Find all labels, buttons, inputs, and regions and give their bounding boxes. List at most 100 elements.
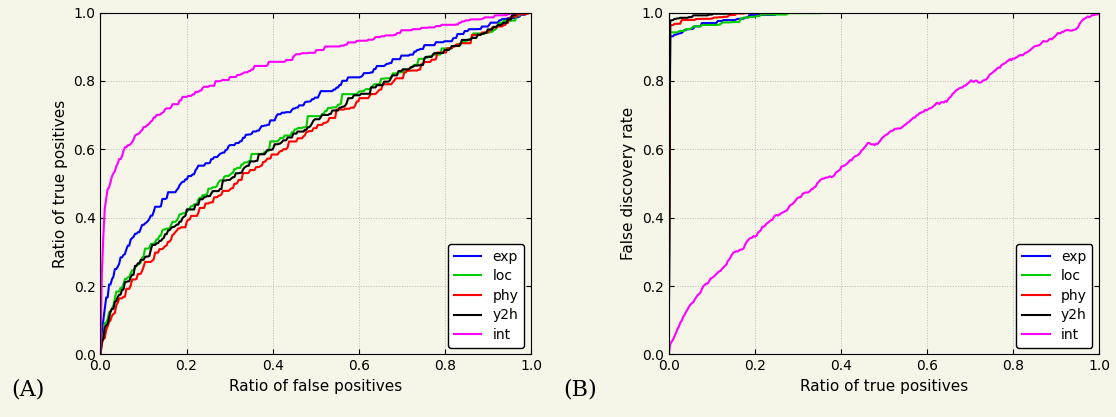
phy (525, 10, 538, 15)
exp (920, 10, 933, 15)
exp (662, 352, 675, 357)
Line: int: int (668, 13, 1099, 354)
phy (920, 10, 933, 15)
Line: y2h: y2h (100, 13, 531, 354)
exp (664, 34, 677, 39)
loc (1027, 10, 1040, 15)
exp (918, 10, 932, 15)
y2h (357, 91, 371, 96)
y2h (484, 27, 498, 32)
int (484, 15, 498, 20)
phy (769, 10, 782, 15)
phy (662, 352, 675, 357)
int (525, 10, 538, 15)
int (917, 109, 931, 114)
Line: phy: phy (668, 13, 1099, 354)
phy (1027, 10, 1040, 15)
loc (927, 10, 941, 15)
int (662, 352, 675, 357)
loc (350, 92, 364, 97)
y2h (664, 18, 677, 23)
loc (456, 40, 470, 45)
y2h (95, 339, 108, 344)
int (1052, 30, 1066, 35)
phy (522, 10, 536, 15)
exp (1093, 10, 1106, 15)
Line: int: int (100, 13, 531, 354)
phy (484, 28, 498, 33)
y2h (1054, 10, 1067, 15)
y2h (1027, 10, 1040, 15)
loc (94, 352, 107, 357)
exp (521, 10, 535, 15)
exp (350, 75, 364, 80)
int (357, 38, 371, 43)
int (664, 342, 677, 347)
phy (95, 341, 108, 346)
exp (348, 75, 362, 80)
loc (920, 10, 933, 15)
phy (456, 41, 470, 46)
int (1024, 46, 1038, 51)
phy (348, 103, 362, 108)
loc (525, 10, 538, 15)
loc (918, 10, 932, 15)
y2h (94, 352, 107, 357)
y2h (350, 93, 364, 98)
Line: y2h: y2h (668, 13, 1099, 354)
Line: loc: loc (100, 13, 531, 354)
Y-axis label: False discovery rate: False discovery rate (622, 107, 636, 260)
y2h (456, 38, 470, 43)
phy (927, 10, 941, 15)
int (456, 19, 470, 24)
Line: loc: loc (668, 13, 1099, 354)
int (348, 40, 362, 45)
phy (94, 352, 107, 357)
loc (514, 10, 528, 15)
Legend: exp, loc, phy, y2h, int: exp, loc, phy, y2h, int (449, 244, 525, 347)
exp (927, 10, 941, 15)
Y-axis label: Ratio of true positives: Ratio of true positives (54, 99, 68, 268)
int (350, 38, 364, 43)
int (1093, 10, 1106, 15)
int (925, 105, 939, 110)
exp (1054, 10, 1067, 15)
loc (816, 10, 829, 15)
exp (824, 10, 837, 15)
loc (662, 352, 675, 357)
int (517, 10, 530, 15)
loc (348, 92, 362, 97)
loc (357, 88, 371, 93)
Line: exp: exp (100, 13, 531, 354)
y2h (741, 10, 754, 15)
int (95, 270, 108, 275)
exp (94, 352, 107, 357)
phy (1093, 10, 1106, 15)
exp (357, 70, 371, 75)
int (918, 108, 932, 113)
phy (350, 99, 364, 104)
Text: (A): (A) (11, 378, 45, 400)
phy (918, 10, 932, 15)
y2h (348, 93, 362, 98)
Line: exp: exp (668, 13, 1099, 354)
exp (456, 32, 470, 37)
y2h (662, 352, 675, 357)
loc (484, 29, 498, 34)
loc (95, 339, 108, 344)
loc (664, 30, 677, 35)
X-axis label: Ratio of true positives: Ratio of true positives (800, 379, 968, 394)
Legend: exp, loc, phy, y2h, int: exp, loc, phy, y2h, int (1017, 244, 1093, 347)
exp (95, 329, 108, 334)
loc (1054, 10, 1067, 15)
Text: (B): (B) (564, 378, 597, 400)
loc (1093, 10, 1106, 15)
phy (664, 23, 677, 28)
y2h (1093, 10, 1106, 15)
y2h (525, 10, 538, 15)
phy (1054, 10, 1067, 15)
int (94, 352, 107, 357)
y2h (918, 10, 932, 15)
exp (484, 20, 498, 25)
Line: phy: phy (100, 13, 531, 354)
